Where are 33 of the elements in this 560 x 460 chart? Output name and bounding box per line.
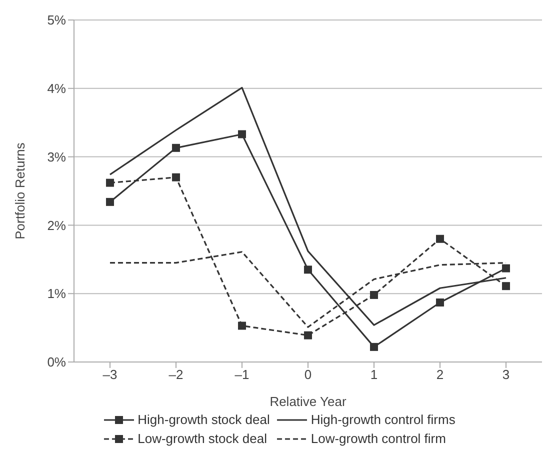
point — [172, 144, 180, 152]
point — [238, 322, 246, 330]
y-tick-label: 0% — [47, 354, 66, 370]
x-tick-label: 2 — [436, 367, 444, 382]
x-tick-label: –2 — [168, 367, 184, 382]
point — [172, 173, 180, 182]
point — [106, 178, 114, 187]
x-tick-label: –3 — [102, 367, 118, 382]
point — [238, 130, 246, 138]
legend-label: Low-growth control firm — [310, 431, 446, 446]
x-tick-label: 0 — [304, 367, 312, 382]
legend-label: High-growth stock deal — [138, 412, 270, 427]
x-tick-label: 3 — [502, 367, 510, 382]
point — [436, 234, 444, 243]
point — [304, 266, 312, 274]
y-axis-title: Portfolio Returns — [12, 142, 28, 240]
point — [502, 282, 510, 290]
y-tick-label: 3% — [47, 149, 66, 164]
point — [436, 298, 444, 306]
point — [370, 290, 378, 299]
point — [370, 342, 378, 351]
y-tick-label: 1% — [47, 286, 66, 302]
y-tick-label: 4% — [47, 81, 66, 96]
x-tick-label: –1 — [234, 367, 250, 382]
y-tick-label: 5% — [47, 12, 66, 28]
x-tick-label: 1 — [370, 367, 378, 382]
point — [304, 331, 312, 340]
y-tick-label: 2% — [47, 218, 66, 233]
point — [502, 264, 510, 272]
legend-label: High-growth control firms — [310, 412, 456, 427]
point — [106, 198, 114, 206]
x-axis-title: Relative Year — [270, 394, 347, 409]
legend-label: Low-growth stock deal — [138, 431, 267, 446]
